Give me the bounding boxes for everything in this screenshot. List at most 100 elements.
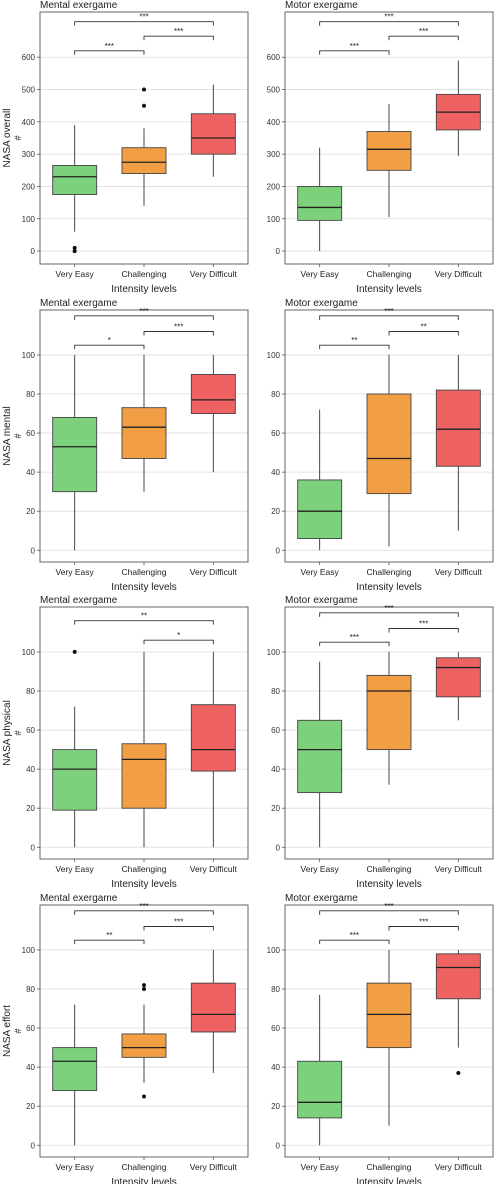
x-tick-label: Very Easy (301, 864, 340, 874)
panel-title: Motor exergame (285, 0, 358, 11)
box-2 (366, 674, 412, 751)
significance-bracket (143, 35, 214, 41)
y-tick-label: 40 (26, 765, 35, 774)
box-1 (297, 1060, 343, 1119)
x-axis-label: Intensity levels (356, 582, 422, 593)
chart-panel-3: Mental exergame 0 20 40 60 80 100 Very Easy Chal… (2, 298, 249, 593)
x-tick-label: Very Difficult (190, 864, 238, 874)
y-axis-unit: # (13, 135, 23, 140)
x-tick-label: Challenging (367, 1162, 412, 1172)
outlier-point (142, 983, 146, 988)
significance-label: ** (421, 322, 427, 331)
significance-label: *** (350, 633, 359, 642)
box-1 (52, 749, 98, 811)
significance-label: *** (174, 27, 183, 36)
significance-label: *** (174, 917, 183, 926)
significance-bracket (74, 21, 214, 26)
outlier-point (72, 649, 77, 654)
x-tick-label: Challenging (367, 567, 412, 577)
y-tick-label: 40 (271, 765, 280, 774)
y-tick-label: 100 (267, 351, 281, 360)
significance-bracket (74, 910, 214, 915)
significance-bracket (143, 331, 214, 336)
x-tick-label: Very Easy (56, 1162, 95, 1172)
x-tick-label: Very Difficult (435, 864, 483, 874)
significance-label: *** (139, 307, 148, 316)
outlier-point (456, 1071, 461, 1075)
chart-panel-2: Motor exergame 0 100 200 300 400 500 600 Very Ea… (267, 0, 494, 295)
significance-label: * (177, 631, 180, 640)
y-tick-label: 500 (22, 86, 36, 95)
y-tick-label: 60 (26, 1024, 35, 1033)
significance-label: ** (351, 336, 357, 345)
significance-label: *** (419, 619, 428, 628)
y-tick-label: 60 (271, 1024, 280, 1033)
box-3 (435, 389, 481, 467)
significance-bracket (319, 641, 390, 647)
outlier-point (142, 87, 146, 92)
panel-title: Mental exergame (40, 0, 118, 11)
significance-bracket (388, 331, 459, 336)
y-axis-label: NASA overall (2, 109, 13, 168)
y-tick-label: 200 (267, 182, 281, 191)
y-tick-label: 0 (276, 247, 281, 256)
significance-bracket (319, 612, 459, 617)
box-3 (190, 374, 236, 414)
y-tick-label: 80 (271, 687, 280, 696)
box-2 (121, 147, 167, 174)
y-tick-label: 600 (267, 53, 281, 62)
y-tick-label: 0 (31, 843, 36, 852)
panel-title: Motor exergame (285, 595, 358, 606)
y-tick-label: 600 (22, 53, 36, 62)
significance-bracket (388, 35, 459, 41)
box-1 (52, 165, 98, 195)
y-tick-label: 0 (31, 1141, 36, 1150)
box-2 (121, 407, 167, 459)
x-axis-label: Intensity levels (356, 879, 422, 890)
box-3 (190, 704, 236, 772)
significance-label: *** (384, 902, 393, 911)
y-tick-label: 20 (271, 804, 280, 813)
outlier-point (142, 1094, 146, 1099)
chart-panel-8: Motor exergame 0 20 40 60 80 100 Very Easy Chall… (267, 893, 494, 1184)
panel-title: Mental exergame (40, 893, 118, 904)
significance-label: *** (384, 604, 393, 613)
x-tick-label: Very Difficult (435, 269, 483, 279)
significance-bracket (388, 926, 459, 931)
y-tick-label: 20 (26, 1102, 35, 1111)
x-tick-label: Very Difficult (190, 1162, 238, 1172)
box-3 (190, 113, 236, 155)
outlier-point (142, 103, 146, 108)
y-tick-label: 100 (267, 946, 281, 955)
y-tick-label: 500 (267, 86, 281, 95)
x-axis-label: Intensity levels (356, 284, 422, 295)
x-tick-label: Challenging (367, 269, 412, 279)
significance-label: *** (419, 917, 428, 926)
x-axis-label: Intensity levels (356, 1177, 422, 1184)
y-tick-label: 100 (267, 648, 281, 657)
y-axis-unit: # (13, 730, 23, 735)
y-axis-unit: # (13, 433, 23, 438)
significance-label: ** (141, 612, 147, 621)
x-tick-label: Very Easy (301, 1162, 340, 1172)
y-tick-label: 100 (22, 215, 36, 224)
significance-bracket (319, 21, 459, 26)
y-tick-label: 100 (267, 215, 281, 224)
box-3 (435, 657, 481, 698)
x-tick-label: Challenging (122, 567, 167, 577)
significance-label: *** (419, 27, 428, 36)
y-tick-label: 80 (26, 687, 35, 696)
y-axis-label: NASA mental (2, 406, 13, 465)
significance-bracket (143, 926, 214, 931)
y-tick-label: 100 (22, 351, 36, 360)
y-tick-label: 40 (271, 468, 280, 477)
x-axis-label: Intensity levels (111, 582, 177, 593)
chart-panel-7: Mental exergame 0 20 40 60 80 100 Very Easy Chal… (2, 893, 249, 1184)
significance-label: * (108, 336, 111, 345)
y-axis-unit: # (13, 1028, 23, 1033)
panel-title: Motor exergame (285, 893, 358, 904)
significance-label: *** (139, 13, 148, 22)
y-tick-label: 200 (22, 182, 36, 191)
y-tick-label: 40 (271, 1063, 280, 1072)
